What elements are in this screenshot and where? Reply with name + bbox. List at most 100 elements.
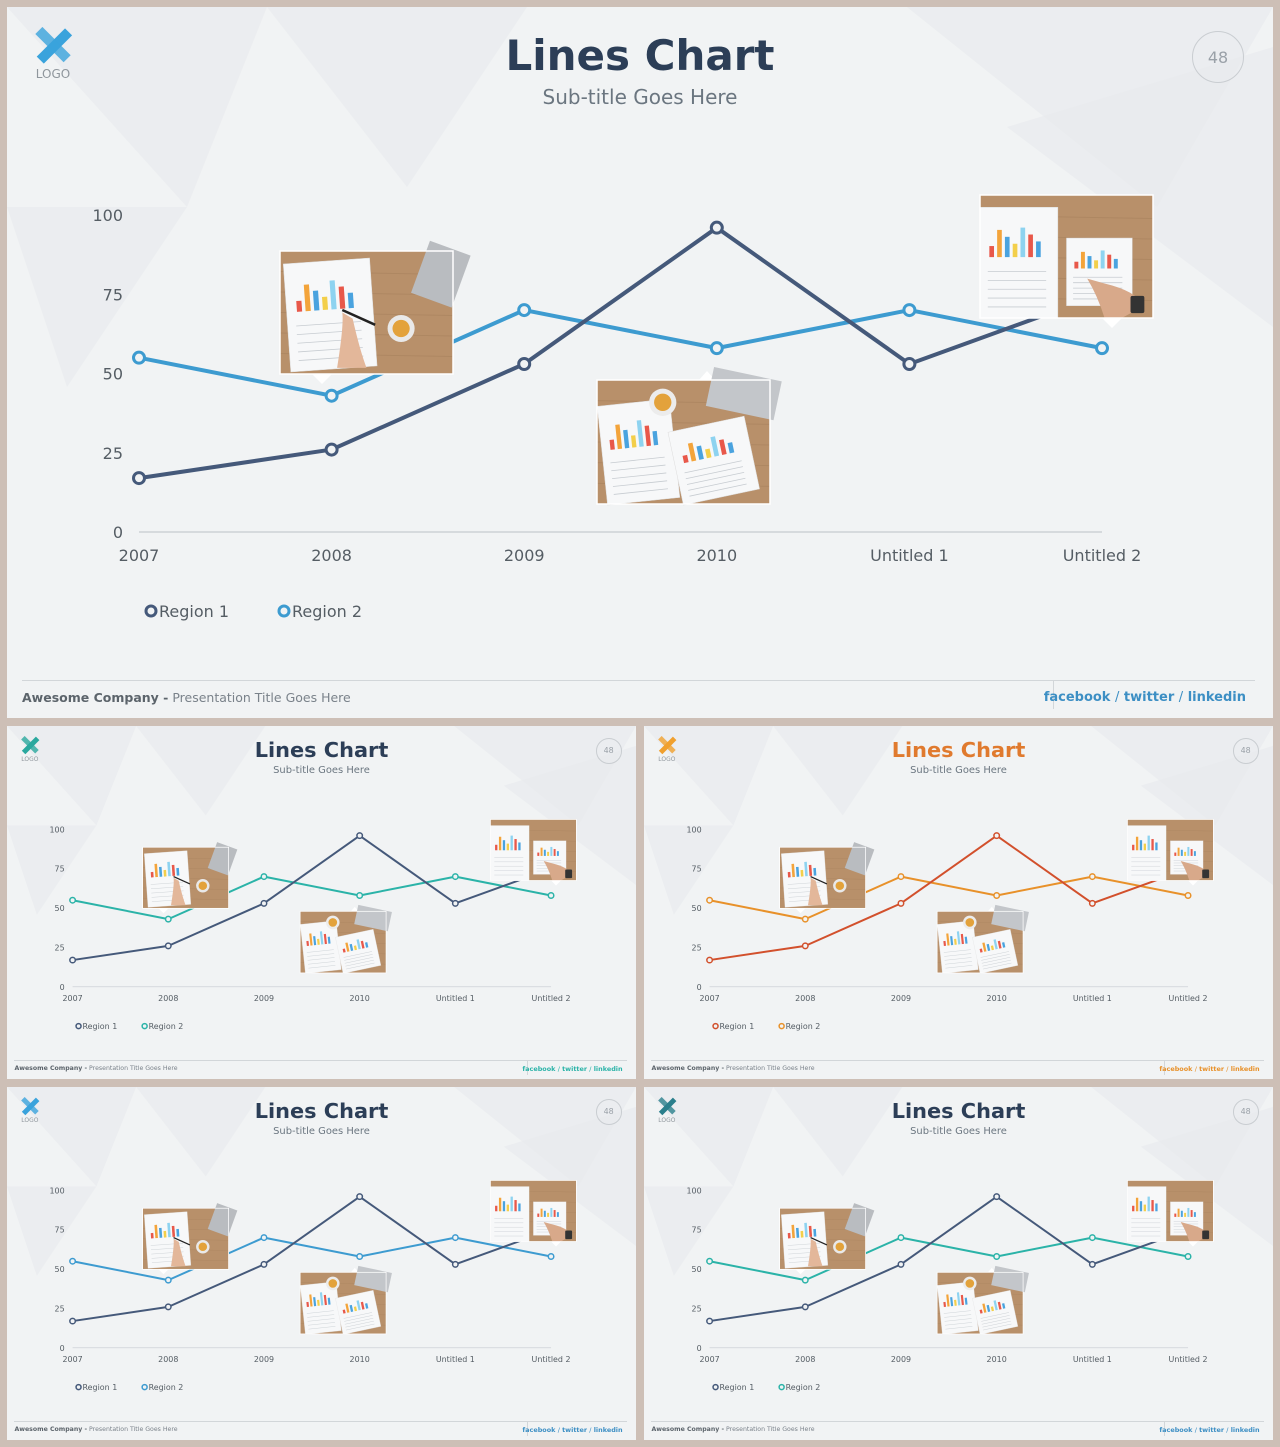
legend-label: Region 2	[786, 1383, 821, 1392]
social-link-facebook[interactable]: facebook	[1159, 1065, 1193, 1074]
social-link-linkedin[interactable]: linkedin	[593, 1065, 623, 1074]
data-point-region-2	[902, 303, 917, 318]
footer-separator	[526, 1421, 528, 1436]
social-link-twitter[interactable]: twitter	[1199, 1426, 1225, 1435]
footer-separator	[1163, 1421, 1165, 1436]
slide-title: Lines Chart	[254, 1098, 389, 1123]
social-links: facebook / twitter / linkedin	[522, 1426, 622, 1434]
y-tick-label: 25	[692, 1304, 702, 1313]
data-point-region-2	[260, 1234, 268, 1242]
presentation-title: Presentation Title Goes Here	[172, 690, 351, 705]
legend-marker	[141, 1022, 148, 1030]
social-link-linkedin[interactable]: linkedin	[1187, 690, 1246, 705]
y-tick-label: 100	[49, 825, 64, 834]
data-point-region-1	[993, 832, 1001, 840]
background-pattern	[7, 7, 1273, 387]
y-tick-label: 100	[49, 1186, 64, 1195]
legend-label: Region 2	[786, 1022, 821, 1031]
photo-callout-2	[936, 904, 1029, 974]
social-separator: /	[1114, 690, 1120, 705]
social-link-facebook[interactable]: facebook	[522, 1426, 556, 1435]
social-link-linkedin[interactable]: linkedin	[1230, 1426, 1260, 1435]
legend-marker	[277, 604, 291, 618]
x-tick-label: Untitled 1	[870, 546, 949, 565]
legend-marker	[778, 1022, 785, 1030]
presentation-title: Presentation Title Goes Here	[726, 1065, 815, 1073]
page-number: 48	[1192, 31, 1244, 83]
series-line-region-2	[72, 875, 552, 921]
data-point-region-2	[706, 1257, 714, 1265]
pencil-ruler-icon	[21, 1096, 40, 1116]
presentation-title: Presentation Title Goes Here	[726, 1426, 815, 1434]
slide-title: Lines Chart	[891, 1098, 1026, 1123]
y-tick-label: 0	[113, 523, 123, 542]
y-tick-label: 50	[55, 904, 65, 913]
logo-text: LOGO	[35, 67, 71, 81]
social-separator: /	[1226, 1426, 1229, 1435]
photo-callout-2	[299, 904, 392, 974]
series-line-region-2	[72, 1236, 552, 1282]
legend-marker	[75, 1383, 82, 1391]
chart-legend: Region 1 Region 2	[144, 602, 362, 621]
logo-text: LOGO	[658, 755, 676, 763]
slide-5: LOGO Lines Chart Sub-title Goes Here 48 0 25 5…	[644, 1087, 1273, 1440]
data-point-region-2	[547, 1253, 555, 1260]
social-link-twitter[interactable]: twitter	[1123, 690, 1175, 705]
data-point-region-2	[451, 1234, 459, 1242]
legend-label: Region 1	[83, 1022, 118, 1031]
data-point-region-1	[69, 1317, 77, 1325]
y-tick-label: 75	[692, 1226, 702, 1235]
social-link-linkedin[interactable]: linkedin	[1230, 1065, 1260, 1074]
social-link-facebook[interactable]: facebook	[1159, 1426, 1193, 1435]
social-links: facebook / twitter / linkedin	[1044, 690, 1246, 705]
social-link-twitter[interactable]: twitter	[562, 1426, 588, 1435]
footer-company: Awesome Company - Presentation Title Goe…	[651, 1426, 814, 1433]
social-separator: /	[589, 1065, 592, 1074]
data-point-region-1	[709, 220, 724, 235]
series-line-region-1	[709, 1195, 1189, 1323]
chart-legend: Region 1 Region 2	[712, 1022, 821, 1031]
series-line-region-1	[709, 834, 1189, 962]
social-link-linkedin[interactable]: linkedin	[593, 1426, 623, 1435]
data-point-region-2	[1184, 892, 1192, 899]
data-point-region-2	[1088, 1234, 1096, 1242]
x-tick-label: 2007	[119, 546, 160, 565]
line-chart: 0 25 50 75 100 2007 2008 2009 2010 Untitled 1 Unti…	[49, 819, 577, 1031]
x-tick-label: 2008	[158, 994, 178, 1003]
y-tick-label: 25	[55, 943, 65, 952]
social-separator: /	[557, 1065, 560, 1074]
social-link-twitter[interactable]: twitter	[1199, 1065, 1225, 1074]
social-link-twitter[interactable]: twitter	[562, 1065, 588, 1074]
legend-marker	[712, 1022, 719, 1030]
y-tick-label: 50	[692, 904, 702, 913]
y-tick-label: 50	[692, 1265, 702, 1274]
x-tick-label: 2009	[254, 994, 274, 1003]
data-point-region-1	[897, 899, 905, 907]
x-tick-label: Untitled 1	[1073, 994, 1112, 1003]
x-tick-label: 2007	[62, 1355, 82, 1364]
photo-callout-1	[279, 240, 471, 384]
footer-separator	[1163, 1060, 1165, 1075]
pencil-ruler-icon	[658, 735, 677, 755]
line-chart: 0 25 50 75 100 2007 2008 2009 2010 Untitled 1 Unti…	[686, 819, 1214, 1031]
page-number: 48	[595, 1098, 622, 1125]
legend-label: Region 1	[159, 602, 229, 621]
social-link-facebook[interactable]: facebook	[1043, 690, 1111, 705]
x-tick-label: Untitled 1	[1073, 1355, 1112, 1364]
company-name: Awesome Company -	[651, 1065, 725, 1073]
logo-text: LOGO	[658, 1116, 676, 1124]
social-link-facebook[interactable]: facebook	[522, 1065, 556, 1074]
x-tick-label: 2008	[311, 546, 352, 565]
chart-legend: Region 1 Region 2	[712, 1383, 821, 1392]
legend-label: Region 2	[149, 1022, 184, 1031]
slide-4: LOGO Lines Chart Sub-title Goes Here 48 0 25 5…	[7, 1087, 636, 1440]
data-point-region-2	[1095, 341, 1109, 356]
data-point-region-2	[897, 1234, 905, 1242]
y-tick-label: 100	[686, 825, 701, 834]
x-tick-label: 2010	[987, 994, 1007, 1003]
social-separator: /	[1194, 1065, 1197, 1074]
data-point-region-1	[324, 442, 339, 457]
x-tick-label: 2010	[350, 994, 370, 1003]
x-tick-label: Untitled 2	[532, 994, 571, 1003]
logo: LOGO	[29, 26, 77, 85]
